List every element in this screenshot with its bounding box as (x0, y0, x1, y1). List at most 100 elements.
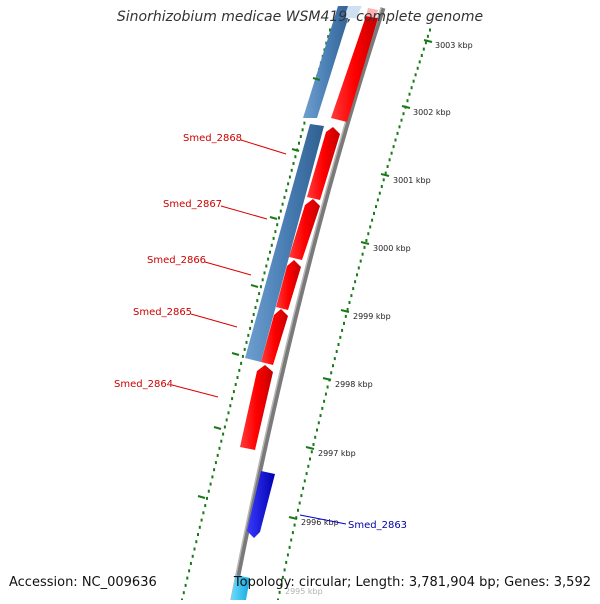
minor-tick (241, 354, 244, 358)
tick-mark (250, 284, 259, 288)
minor-tick (270, 243, 273, 247)
gene-smed-2864[interactable] (240, 365, 273, 450)
minor-tick (363, 245, 366, 249)
minor-tick (365, 239, 368, 242)
genome-summary-text: Topology: circular; Length: 3,781,904 bp… (233, 575, 591, 590)
tick-mark (423, 39, 433, 43)
minor-tick (250, 319, 253, 323)
minor-tick (234, 383, 237, 386)
tick-mark (380, 173, 390, 177)
minor-tick (207, 489, 210, 493)
minor-tick (422, 47, 425, 51)
minor-tick (357, 266, 360, 270)
minor-tick (204, 504, 207, 508)
minor-tick (396, 131, 399, 135)
minor-tick (267, 257, 270, 261)
tick-mark (197, 495, 206, 499)
tick-mark (291, 148, 300, 152)
minor-tick (307, 464, 310, 468)
gene-smed-2866[interactable] (276, 260, 301, 310)
minor-tick (373, 211, 375, 215)
minor-tick (359, 259, 362, 263)
minor-tick (332, 364, 334, 368)
cds-feature[interactable] (245, 124, 324, 362)
tick-mark (288, 516, 298, 520)
gene-smed-2867[interactable] (289, 199, 320, 260)
minor-tick (200, 518, 203, 522)
minor-tick (305, 472, 308, 476)
gene-arrow[interactable] (366, 8, 378, 18)
minor-tick (346, 308, 349, 311)
gene-label-smed-2867[interactable]: Smed_2867 (163, 199, 222, 210)
minor-tick (198, 525, 201, 529)
gene-smed-2863[interactable] (247, 471, 275, 538)
minor-tick (272, 236, 275, 240)
gene-label-smed-2865[interactable]: Smed_2865 (133, 307, 192, 318)
minor-tick (337, 343, 340, 346)
minor-tick (279, 209, 282, 213)
minor-tick (302, 486, 305, 490)
minor-tick (317, 421, 320, 425)
light-feature[interactable] (231, 575, 250, 600)
minor-tick (285, 560, 288, 564)
minor-tick (412, 79, 415, 83)
gene-smed-2865[interactable] (261, 309, 288, 365)
minor-tick (211, 475, 214, 479)
minor-tick (263, 271, 266, 275)
minor-tick (335, 350, 338, 353)
minor-tick (195, 540, 198, 544)
gene-arrow-top[interactable] (331, 16, 378, 122)
minor-tick (291, 531, 294, 535)
outer-scale-ticks (197, 77, 321, 499)
label-leader (220, 205, 268, 220)
tick-label: 2998 kbp (335, 380, 373, 389)
minor-tick (326, 385, 329, 389)
minor-tick (298, 141, 300, 145)
gene-smed-2868[interactable] (307, 127, 340, 200)
minor-tick (281, 202, 284, 206)
minor-tick (269, 250, 271, 254)
gene-label-smed-2864[interactable]: Smed_2864 (114, 379, 173, 390)
minor-tick (384, 171, 387, 175)
minor-tick (378, 191, 381, 195)
minor-tick (193, 547, 196, 551)
minor-tick (356, 273, 358, 277)
map-title: Sinorhizobium medicae WSM419, complete g… (116, 9, 484, 25)
minor-tick (426, 34, 429, 38)
minor-tick (186, 576, 189, 580)
minor-tick (371, 218, 374, 222)
gene-label-smed-2868[interactable]: Smed_2868 (183, 133, 242, 144)
minor-tick (288, 545, 291, 549)
minor-tick (339, 335, 342, 339)
minor-tick (206, 496, 208, 500)
minor-tick (213, 468, 216, 472)
gene-label-smed-2863[interactable]: Smed_2863 (348, 520, 407, 531)
minor-tick (402, 112, 405, 116)
minor-tick (303, 121, 306, 125)
tick-mark (213, 426, 222, 430)
cds-feature[interactable] (344, 6, 362, 18)
minor-tick (386, 165, 389, 168)
minor-tick (261, 278, 264, 282)
minor-tick (283, 568, 286, 572)
tick-mark (231, 352, 240, 356)
gene-labels: Smed_2868 Smed_2867 Smed_2866 Smed_2865 … (114, 133, 407, 531)
tick-mark (269, 216, 278, 220)
cds-feature[interactable] (303, 6, 352, 118)
minor-tick (290, 538, 293, 542)
minor-tick (344, 314, 347, 318)
reverse-gene-track (231, 471, 275, 600)
minor-tick (245, 340, 248, 344)
minor-tick (232, 390, 235, 394)
gene-label-smed-2866[interactable]: Smed_2866 (147, 255, 206, 266)
minor-tick (367, 232, 370, 236)
minor-tick (225, 418, 228, 422)
minor-tick (312, 443, 315, 446)
minor-tick (223, 425, 226, 429)
minor-tick (408, 92, 411, 96)
minor-tick (352, 287, 355, 291)
minor-tick (182, 591, 185, 595)
tick-mark (322, 377, 332, 381)
minor-tick (361, 252, 364, 256)
